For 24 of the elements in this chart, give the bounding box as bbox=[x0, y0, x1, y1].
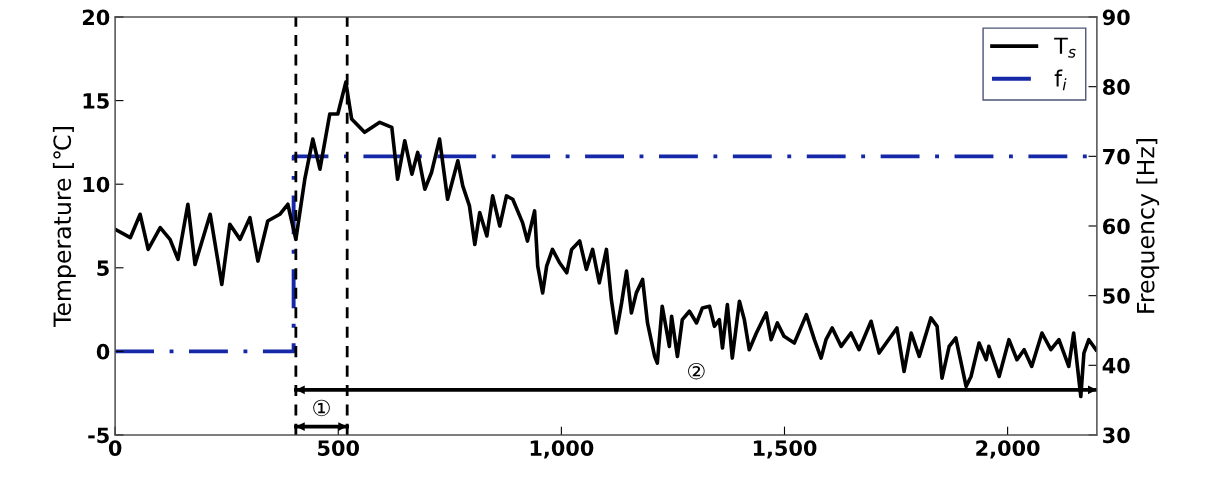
y2-tick-label: 70 bbox=[1103, 148, 1130, 165]
y2-axis-title: Frequency [Hz] bbox=[1136, 139, 1160, 313]
y2-tick-label: 50 bbox=[1103, 288, 1130, 304]
y-axis-title: Temperature [℃] bbox=[52, 127, 76, 328]
y-tick-label: 10 bbox=[83, 176, 110, 193]
y-tick-label: -5 bbox=[88, 427, 109, 444]
y2-tick-label: 30 bbox=[1103, 427, 1130, 444]
y-tick-label: 20 bbox=[82, 9, 110, 26]
y-tick-label: 5 bbox=[97, 260, 109, 276]
y2-tick-label: 40 bbox=[1102, 357, 1130, 374]
x-tick-label: 1,000 bbox=[530, 440, 594, 459]
x-tick-label: 2,000 bbox=[976, 440, 1040, 459]
annotation: ② bbox=[688, 362, 705, 380]
x-tick-label: 1,500 bbox=[753, 440, 817, 459]
y-tick-label: 15 bbox=[83, 93, 109, 109]
legend-label: f$_{i}$ bbox=[1054, 69, 1067, 91]
x-tick-label: 500 bbox=[318, 440, 360, 456]
y2-tick-label: 90 bbox=[1102, 9, 1130, 26]
y-tick-label: 0 bbox=[96, 343, 110, 360]
x-tick-label: 0 bbox=[108, 440, 122, 456]
y2-tick-label: 60 bbox=[1103, 218, 1130, 235]
y2-tick-label: 80 bbox=[1102, 79, 1130, 95]
annotation: ① bbox=[313, 399, 330, 417]
legend-label: T$_{s}$ bbox=[1054, 37, 1076, 58]
